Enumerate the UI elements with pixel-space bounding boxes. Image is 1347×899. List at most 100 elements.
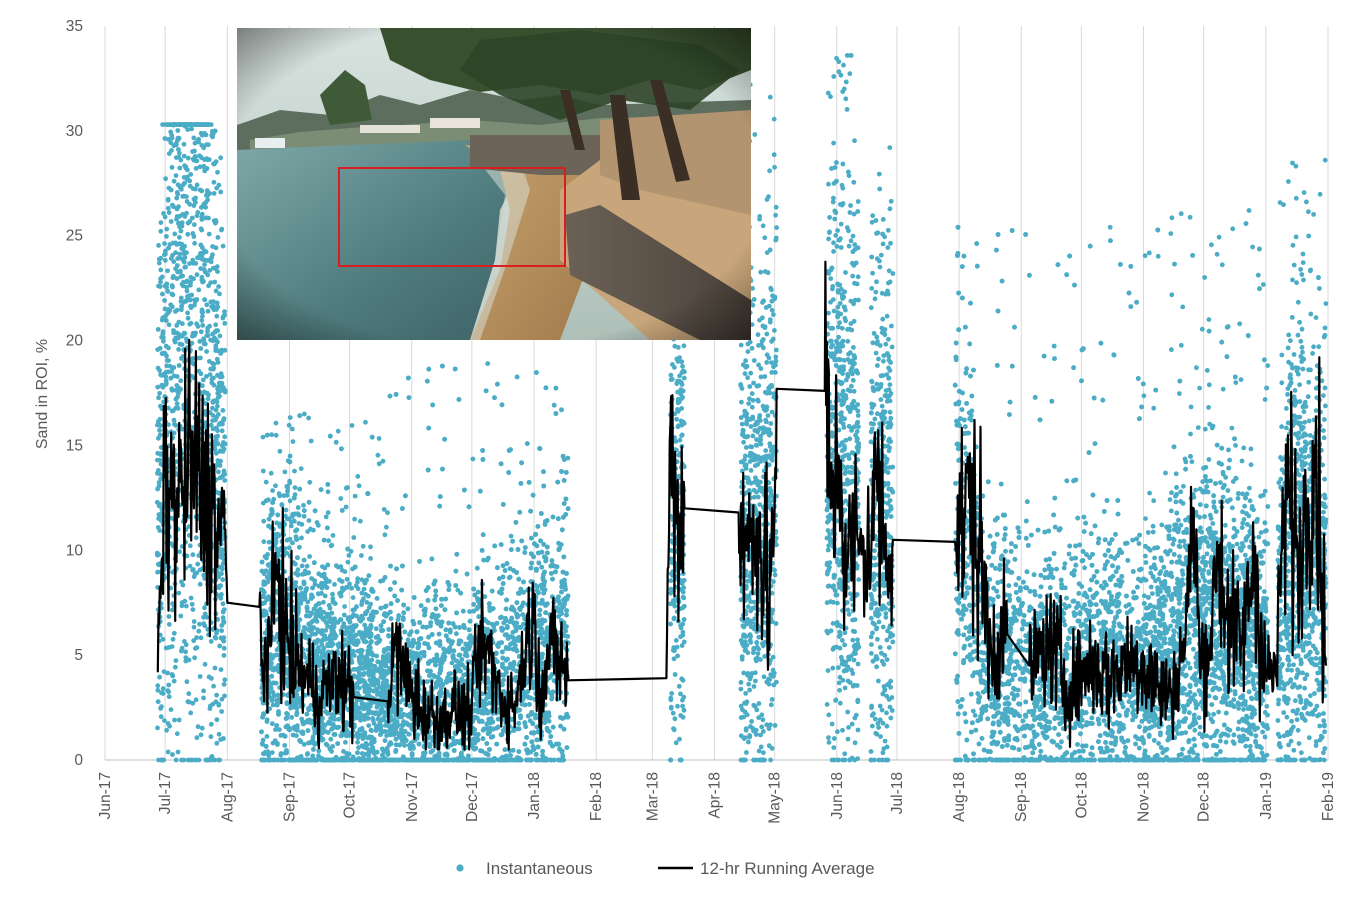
instantaneous-point (321, 646, 327, 651)
y-tick-label: 5 (74, 647, 83, 664)
instantaneous-point (264, 555, 269, 561)
instantaneous-point (162, 136, 168, 141)
instantaneous-point (260, 714, 265, 720)
instantaneous-point (379, 746, 385, 752)
instantaneous-point (355, 739, 360, 745)
x-tick-label: Aug-17 (219, 772, 236, 822)
instantaneous-point (380, 680, 386, 686)
instantaneous-point (178, 613, 184, 619)
instantaneous-point (189, 126, 194, 132)
instantaneous-point (279, 757, 285, 763)
instantaneous-point (312, 508, 318, 514)
instantaneous-point (174, 263, 180, 268)
instantaneous-point (219, 555, 225, 560)
instantaneous-point (311, 747, 316, 752)
instantaneous-point (155, 683, 161, 689)
instantaneous-point (216, 380, 222, 386)
instantaneous-point (176, 347, 182, 352)
instantaneous-point (209, 304, 215, 309)
instantaneous-point (300, 729, 305, 735)
instantaneous-point (161, 669, 167, 674)
instantaneous-point (263, 744, 269, 749)
instantaneous-point (206, 142, 211, 148)
instantaneous-point (155, 365, 161, 371)
instantaneous-point (290, 540, 295, 546)
instantaneous-point (181, 141, 187, 147)
instantaneous-point (322, 635, 327, 641)
instantaneous-point (157, 427, 162, 433)
instantaneous-point (355, 474, 361, 479)
instantaneous-point (173, 405, 179, 411)
instantaneous-point (210, 405, 215, 411)
instantaneous-point (306, 707, 312, 713)
instantaneous-point (366, 750, 372, 755)
instantaneous-point (179, 333, 185, 339)
instantaneous-point (189, 215, 195, 221)
instantaneous-point (306, 415, 311, 421)
instantaneous-point (187, 297, 193, 303)
instantaneous-point (187, 122, 193, 127)
instantaneous-point (308, 526, 313, 532)
instantaneous-point (343, 504, 349, 510)
instantaneous-point (366, 573, 372, 579)
y-axis-title: Sand in ROI, % (34, 339, 51, 449)
instantaneous-point (222, 677, 228, 683)
instantaneous-point (201, 389, 207, 395)
instantaneous-point (295, 555, 300, 561)
instantaneous-point (221, 416, 227, 421)
instantaneous-point (213, 288, 219, 294)
instantaneous-point (380, 675, 386, 681)
x-tick-label: Nov-17 (404, 772, 421, 822)
instantaneous-point (166, 405, 171, 411)
instantaneous-point (175, 335, 181, 341)
instantaneous-point (219, 628, 225, 634)
instantaneous-point (183, 649, 189, 655)
instantaneous-point (266, 539, 272, 545)
instantaneous-point (373, 626, 379, 632)
instantaneous-point (363, 741, 369, 746)
instantaneous-point (174, 276, 180, 281)
instantaneous-point (327, 433, 333, 439)
instantaneous-point (330, 591, 335, 597)
instantaneous-point (214, 307, 219, 312)
instantaneous-point (284, 715, 290, 721)
instantaneous-point (214, 740, 220, 746)
instantaneous-point (184, 199, 190, 204)
instantaneous-point (157, 528, 163, 533)
instantaneous-point (372, 681, 378, 686)
instantaneous-point (328, 736, 334, 742)
instantaneous-point (370, 716, 375, 721)
instantaneous-point (336, 644, 342, 650)
instantaneous-point (219, 347, 225, 353)
instantaneous-point (265, 749, 271, 755)
instantaneous-point (192, 571, 198, 577)
instantaneous-point (222, 693, 227, 699)
instantaneous-point (363, 626, 369, 631)
instantaneous-point (301, 513, 307, 519)
instantaneous-point (381, 507, 387, 512)
instantaneous-point (281, 493, 287, 498)
instantaneous-point (174, 330, 180, 336)
instantaneous-point (156, 435, 161, 441)
instantaneous-point (290, 511, 296, 517)
instantaneous-point (165, 205, 171, 211)
instantaneous-point (174, 195, 180, 201)
instantaneous-point (174, 401, 180, 407)
instantaneous-point (202, 262, 207, 267)
instantaneous-point (292, 724, 298, 730)
instantaneous-point (155, 457, 160, 463)
instantaneous-point (195, 724, 201, 730)
instantaneous-point (164, 226, 170, 232)
instantaneous-point (190, 552, 196, 558)
instantaneous-point (165, 721, 171, 726)
instantaneous-point (346, 553, 352, 558)
instantaneous-point (202, 661, 208, 667)
instantaneous-point (183, 655, 189, 660)
instantaneous-point (351, 535, 357, 540)
instantaneous-point (325, 742, 330, 748)
instantaneous-point (214, 630, 219, 636)
instantaneous-point (304, 711, 310, 717)
instantaneous-point (158, 476, 164, 482)
instantaneous-point (170, 292, 176, 298)
instantaneous-point (160, 122, 166, 127)
